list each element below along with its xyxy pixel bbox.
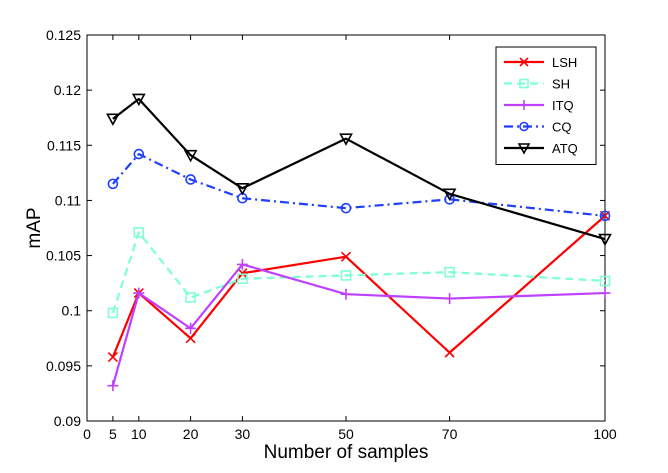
legend-marker-atq [517,143,531,155]
y-tick-label: 0.1 [62,303,82,319]
legend-label-sh: SH [552,77,570,92]
legend-item-atq: ATQ [504,141,578,156]
series-itq [107,258,611,392]
legend-marker-itq [519,100,529,110]
series-line-sh [111,231,606,314]
series-atq [106,93,612,247]
data-point-atq [131,93,146,107]
legend-label-lsh: LSH [552,55,577,70]
y-tick-label: 0.125 [46,27,81,43]
data-point-sh [133,227,145,238]
legend-marker-lsh [519,57,529,67]
data-point-itq [599,287,611,299]
x-tick-label: 50 [338,426,354,442]
data-point-lsh [107,351,118,363]
series-line-atq [112,97,606,241]
x-tick-label: 100 [593,426,617,442]
x-axis: 0 5 10 20 30 50 70 100 [83,35,617,442]
x-tick-label: 20 [183,426,199,442]
legend-item-cq: CQ [504,120,572,135]
legend-item-sh: SH [504,77,570,92]
legend-marker-cq [519,121,529,132]
data-point-cq [107,178,119,190]
series-sh [107,227,611,319]
data-point-lsh [340,251,352,262]
data-point-lsh [444,347,455,358]
y-tick-label: 0.105 [46,248,81,264]
data-point-atq [106,113,120,126]
data-point-sh [237,273,248,285]
x-tick-label: 5 [109,426,117,442]
data-point-itq [236,258,248,270]
y-tick-label: 0.12 [54,82,81,98]
legend-item-itq: ITQ [504,98,574,113]
data-point-atq [339,133,353,146]
data-point-atq [183,149,198,163]
legend-marker-sh [519,78,529,89]
x-tick-label: 10 [131,426,147,442]
legend-label-itq: ITQ [552,98,574,113]
legend-item-lsh: LSH [504,55,577,70]
legend-label-cq: CQ [552,120,572,135]
series-layer [106,93,612,392]
y-tick-label: 0.095 [46,358,81,374]
x-tick-label: 0 [83,426,91,442]
data-point-lsh [237,268,248,279]
y-tick-label: 0.115 [47,137,81,153]
data-point-cq [340,202,352,214]
series-line-cq [112,153,606,217]
x-tick-label: 30 [235,426,251,442]
data-point-sh [107,307,119,319]
legend: LSH SH ITQ CQ ATQ [495,46,597,165]
data-point-atq [235,182,250,196]
data-point-atq [442,188,457,201]
data-point-atq [598,233,612,247]
y-axis-label: mAP [24,207,45,248]
data-point-cq [185,174,196,185]
x-axis-label: Number of samples [264,442,429,463]
x-tick-label: 70 [442,426,458,442]
y-tick-label: 0.09 [54,413,81,429]
data-point-sh [599,275,611,287]
y-tick-label: 0.11 [55,192,81,208]
data-point-itq [133,287,145,299]
data-point-cq [133,148,145,160]
data-point-itq [444,293,456,305]
data-point-sh [444,266,455,278]
data-point-sh [185,292,196,303]
data-point-lsh [185,333,196,344]
data-point-cq [599,210,611,222]
data-point-itq [107,380,119,392]
legend-label-atq: ATQ [552,141,578,156]
y-axis: 0.09 0.095 0.1 0.105 0.11 0.115 0.12 0.125 [46,27,605,429]
data-point-itq [340,288,352,300]
data-point-sh [340,270,352,281]
data-point-itq [185,322,197,334]
